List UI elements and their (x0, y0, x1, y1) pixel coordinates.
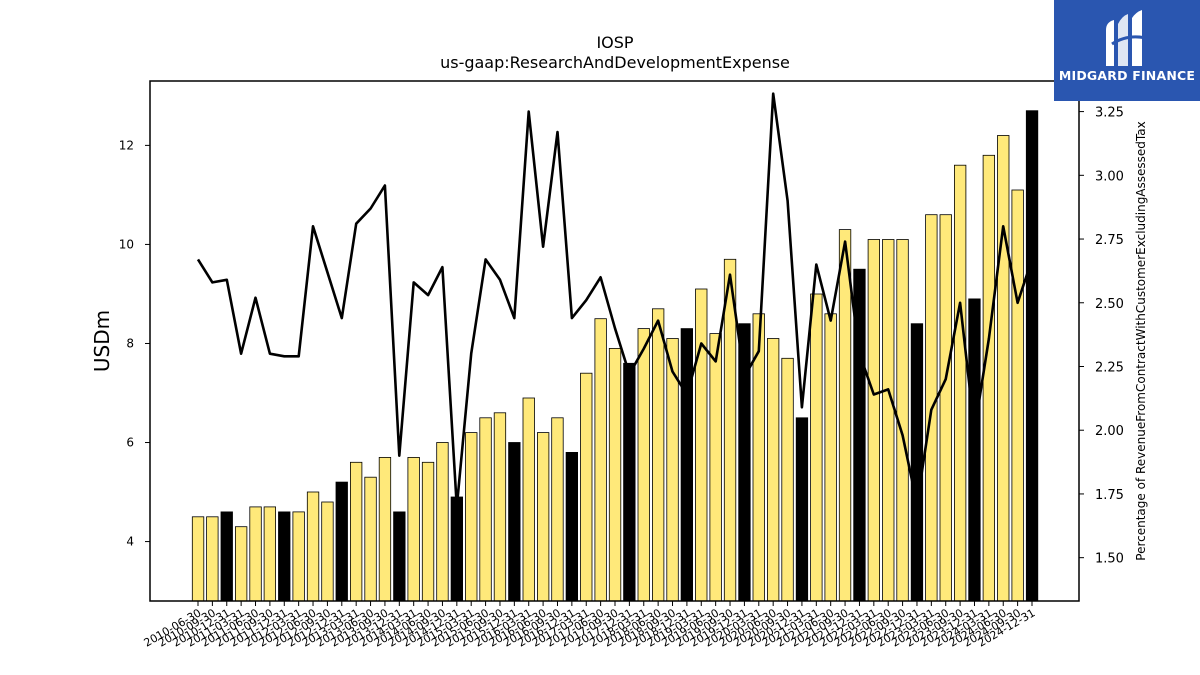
bar-2013-06-30 (364, 476, 377, 602)
bar-2018-03-31 (637, 328, 650, 602)
x-axis: 2010-06-302010-09-302010-12-312011-03-31… (142, 601, 1038, 650)
bar-2012-03-31 (292, 511, 305, 602)
y-tick-label-4: 4 (126, 535, 134, 549)
bar-2021-06-30 (824, 313, 837, 602)
bar-2017-03-31 (580, 372, 593, 602)
bar-2019-12-31 (738, 323, 751, 602)
bar-2019-06-30 (709, 333, 722, 602)
chart-title: IOSP (596, 33, 633, 52)
y-tick-label-10: 10 (119, 237, 134, 251)
bar-2016-12-31 (565, 451, 578, 602)
bar-2010-06-30 (191, 516, 205, 602)
bars-group (191, 110, 1039, 602)
bar-2022-12-31 (910, 323, 924, 602)
bar-2022-06-30 (882, 239, 895, 602)
bar-2020-06-30 (767, 338, 780, 602)
bar-2012-09-30 (321, 501, 334, 602)
bar-2014-03-31 (407, 456, 420, 602)
midgard-logo-icon (1106, 10, 1147, 66)
bar-2010-12-31 (220, 511, 233, 602)
bar-2019-03-31 (695, 288, 708, 602)
bar-2024-12-31 (1025, 110, 1039, 602)
y2-tick-label-3.25: 3.25 (1095, 106, 1124, 121)
bar-2023-09-30 (954, 164, 967, 602)
y2-tick-label-2.00: 2.00 (1095, 424, 1124, 439)
y-axis-left: 4 6 8 10 12 (119, 138, 150, 549)
bar-2012-06-30 (306, 491, 320, 602)
bar-2023-06-30 (939, 214, 952, 602)
percentage-line (196, 92, 1034, 509)
bar-2013-12-31 (393, 511, 406, 602)
y2-tick-label-3.00: 3.00 (1095, 169, 1124, 184)
bar-2011-03-31 (234, 526, 248, 602)
bar-2017-09-30 (608, 347, 622, 602)
bar-2024-06-30 (997, 135, 1010, 602)
y2-tick-label-1.75: 1.75 (1095, 488, 1124, 503)
bar-2012-12-31 (335, 481, 348, 602)
bar-2014-06-30 (421, 461, 435, 602)
bar-2020-12-31 (795, 417, 809, 602)
bar-2023-12-31 (968, 298, 981, 602)
bar-2011-06-30 (249, 506, 262, 602)
brand-logo-text: MIDGARD FINANCE (1058, 68, 1196, 83)
chart-subtitle: us-gaap:ResearchAndDevelopmentExpense (440, 53, 790, 72)
bar-2018-06-30 (652, 308, 665, 602)
bar-2013-09-30 (378, 456, 392, 602)
y2-axis-label: Percentage of RevenueFromContractWithCus… (1134, 121, 1148, 560)
bar-2011-12-31 (278, 511, 291, 602)
bar-2010-09-30 (206, 516, 219, 602)
bar-2016-06-30 (537, 432, 550, 602)
bar-2015-06-30 (479, 417, 492, 602)
bar-2024-03-31 (982, 154, 995, 602)
bar-2015-09-30 (493, 412, 507, 602)
y-tick-label-8: 8 (126, 336, 134, 350)
bar-2021-03-31 (810, 293, 823, 602)
bar-2017-06-30 (594, 318, 607, 602)
bar-2017-12-31 (623, 362, 636, 602)
y2-tick-label-1.50: 1.50 (1095, 552, 1124, 567)
y-tick-label-12: 12 (119, 138, 134, 152)
y-tick-label-6: 6 (126, 436, 134, 450)
bar-2024-09-30 (1011, 189, 1024, 602)
bar-2021-09-30 (838, 229, 852, 602)
bar-2020-09-30 (781, 357, 794, 602)
bar-2022-03-31 (867, 239, 880, 602)
bar-2011-09-30 (263, 506, 277, 602)
y2-tick-label-2.25: 2.25 (1095, 360, 1124, 375)
bar-2016-09-30 (551, 417, 564, 602)
bar-2015-12-31 (508, 442, 521, 602)
bar-2013-03-31 (349, 461, 363, 602)
y2-tick-label-2.75: 2.75 (1095, 233, 1124, 248)
y-axis-label: USDm (90, 310, 114, 372)
line-group (196, 92, 1034, 509)
bar-2014-12-31 (450, 496, 464, 602)
y2-tick-label-2.50: 2.50 (1095, 297, 1124, 312)
y-axis-right: 1.50 1.75 2.00 2.25 2.50 2.75 3.00 3.25 (1079, 106, 1124, 567)
brand-logo: MIDGARD FINANCE (1054, 0, 1200, 101)
bar-2018-12-31 (680, 328, 693, 602)
bar-2016-03-31 (522, 397, 535, 602)
bar-2014-09-30 (436, 442, 449, 602)
bar-2015-03-31 (465, 432, 478, 602)
